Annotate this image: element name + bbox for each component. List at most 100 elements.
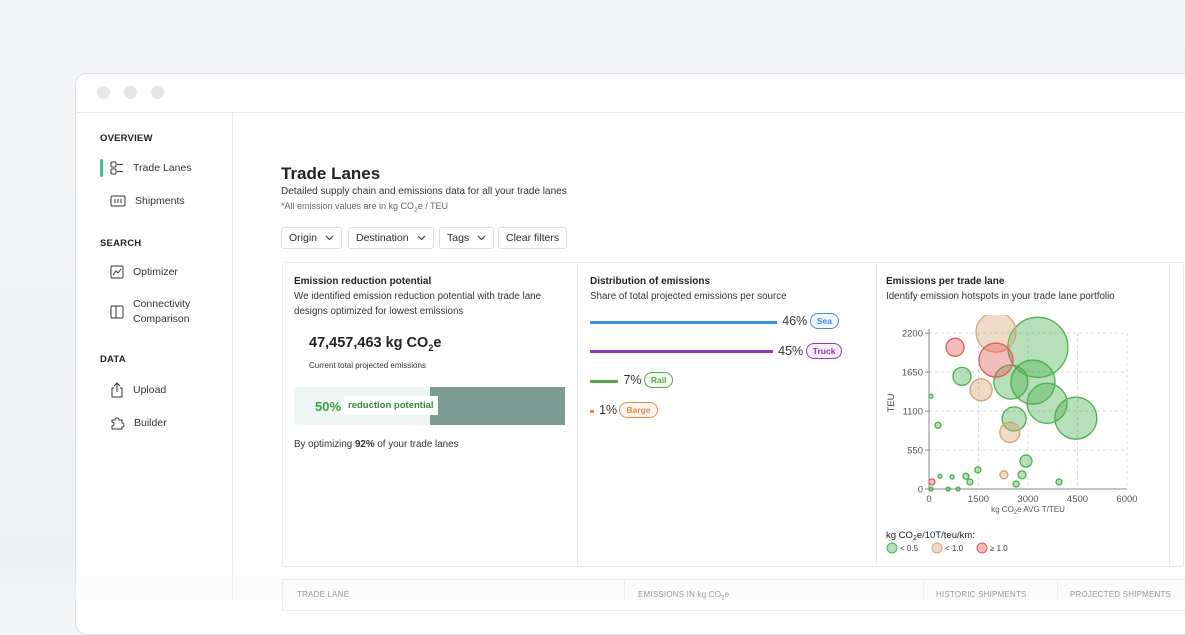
nav-label: Trade Lanes — [133, 162, 192, 174]
note-sub: 2 — [414, 206, 418, 214]
note-text: e / TEU — [417, 201, 449, 211]
chevron-line — [417, 235, 425, 241]
bubble — [1055, 478, 1063, 486]
distribution-value: 45% — [778, 343, 804, 358]
nav-section: OVERVIEW — [100, 133, 153, 144]
distribution-bar — [590, 379, 619, 383]
window-bar — [76, 74, 1185, 113]
nav-item[interactable]: Builder — [110, 415, 167, 430]
x-tick-label: 6000 — [1116, 494, 1137, 505]
filter-button[interactable]: Origin — [281, 227, 343, 249]
nav-label: Builder — [134, 416, 167, 429]
chevron — [417, 235, 425, 241]
bubble — [1019, 454, 1033, 468]
legend-label: < 0.5 — [900, 544, 919, 553]
nav-section: DATA — [100, 354, 126, 365]
distribution-bar — [590, 320, 778, 324]
total-sub: 2 — [428, 342, 434, 353]
bubble — [975, 315, 1017, 353]
window-dot — [124, 86, 137, 99]
icon — [111, 382, 123, 398]
card-text: Share of total projected emissions per s… — [590, 291, 787, 302]
source-pill: Sea — [809, 313, 839, 329]
y-axis-label: TEU — [886, 393, 897, 412]
bubble — [1010, 359, 1056, 405]
x-tick-label: 0 — [926, 494, 931, 505]
bubble — [945, 486, 951, 492]
bubble — [1012, 480, 1020, 488]
reduction-footer: By optimizing 92% of your trade lanes — [294, 439, 458, 450]
column-divider — [923, 580, 924, 600]
legend-text: kg CO — [886, 530, 913, 541]
distribution-bar — [590, 409, 595, 413]
label-text: kg CO — [991, 505, 1014, 514]
bubble — [962, 472, 970, 480]
bubble — [928, 486, 934, 492]
app-window — [75, 73, 1185, 635]
nav-label: Connectivity Comparison — [133, 298, 191, 325]
column-header[interactable]: TRADE LANE — [297, 590, 350, 599]
bubble — [934, 421, 942, 429]
bubble — [952, 366, 972, 387]
page-title: Trade Lanes — [281, 164, 381, 183]
icon — [110, 305, 124, 319]
legend-text: e/10T/teu/km: — [917, 530, 975, 541]
page-subtitle: Detailed supply chain and emissions data… — [281, 186, 567, 197]
label-text: e AVG T/TEU — [1017, 505, 1065, 514]
nav-item[interactable]: Connectivity Comparison — [110, 297, 220, 327]
bubble — [966, 478, 974, 486]
nav-item[interactable]: Optimizer — [110, 265, 178, 279]
scatter-chart: TEU kg CO2e AVG T/TEU kg CO2e/10T/teu/km… — [886, 315, 1138, 554]
legend-swatch — [886, 542, 898, 554]
bubble — [928, 393, 934, 399]
table-header — [282, 579, 1185, 611]
nav-label: Optimizer — [133, 266, 178, 278]
source-pill: Truck — [805, 342, 843, 359]
filter-label: Destination — [356, 232, 409, 244]
card-text: Identify emission hotspots in your trade… — [886, 291, 1115, 302]
footer-text: of your trade lanes — [374, 439, 459, 450]
nav-item[interactable]: Trade Lanes — [110, 161, 192, 175]
bubble — [974, 466, 982, 474]
distribution-value: 1% — [599, 403, 618, 418]
total-caption: Current total projected emissions — [309, 361, 426, 370]
column-header[interactable]: HISTORIC SHIPMENTS — [936, 590, 1027, 599]
total-text: 47,457,463 kg CO — [309, 335, 429, 351]
y-tick-label: 2200 — [902, 329, 923, 340]
distribution-value: 46% — [782, 314, 808, 328]
filter-button[interactable]: Destination — [348, 227, 434, 249]
filter-button[interactable]: Tags — [439, 227, 495, 249]
divider — [1169, 263, 1170, 565]
column-header[interactable]: PROJECTED SHIPMENTS — [1070, 590, 1172, 599]
card-text: We identified emission reduction potenti… — [294, 291, 542, 317]
x-axis-label: kg CO2e AVG T/TEU — [991, 505, 1065, 516]
column-divider — [624, 580, 625, 600]
filter-label: Origin — [289, 232, 318, 244]
nav-section: SEARCH — [100, 238, 142, 249]
sidebar — [76, 113, 233, 600]
nav-item[interactable]: Upload — [110, 382, 166, 398]
footer-text: By optimizing — [294, 439, 355, 450]
chevron — [325, 235, 334, 241]
legend-swatch — [931, 542, 943, 554]
bubble — [1017, 470, 1027, 480]
chevron-line — [477, 235, 486, 241]
distribution-bar — [590, 350, 774, 354]
filter-button[interactable]: Clear filters — [498, 227, 568, 249]
column-divider — [1057, 580, 1058, 600]
column-text: e — [724, 590, 730, 599]
bubble — [1026, 382, 1068, 424]
y-tick-label: 0 — [918, 485, 923, 496]
icon — [110, 161, 123, 175]
legend-title: kg CO2e/10T/teu/km: — [886, 530, 975, 542]
nav-item[interactable]: Shipments — [110, 194, 185, 208]
filter-label: Clear filters — [506, 232, 560, 244]
x-tick-label: 4500 — [1067, 494, 1088, 505]
bubble — [937, 473, 943, 479]
chevron-line — [325, 235, 334, 241]
y-tick-label: 1100 — [903, 407, 923, 418]
total-text: e — [433, 335, 442, 351]
window-dot — [151, 86, 164, 99]
x-tick-label: 3000 — [1017, 494, 1038, 505]
